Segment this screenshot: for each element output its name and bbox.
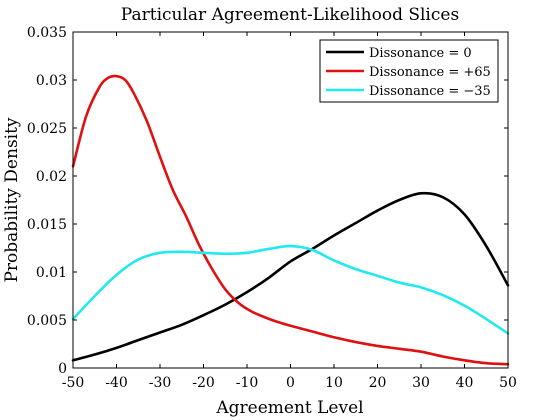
y-tick-label: 0.005 [27,313,67,329]
y-tick-label: 0.015 [27,217,67,233]
x-tick-label: 10 [325,375,343,391]
legend-label-3: Dissonance = −35 [369,84,491,99]
x-tick-label: -10 [236,375,259,391]
series-line-1 [71,191,510,362]
series-line-2 [71,74,510,366]
x-axis-label: Agreement Level [215,398,363,418]
y-tick-label: 0.035 [27,25,67,41]
x-tick-label: 40 [456,375,474,391]
x-tick-label: 50 [499,375,517,391]
legend-label-1: Dissonance = 0 [369,46,472,61]
x-tick-label: 20 [369,375,387,391]
series-line-3 [71,244,510,335]
legend-label-2: Dissonance = +65 [369,65,491,80]
ticks-layer: -50 -40 -30 -20 -10 0 10 20 30 40 50 0 0.005 0.01 0.01… [27,25,517,391]
x-tick-label: 0 [286,375,295,391]
series-layer [71,74,510,366]
y-tick-label: 0.025 [27,121,67,137]
y-tick-label: 0.03 [36,73,67,89]
y-tick-label: 0.01 [36,265,67,281]
y-axis-label: Probability Density [2,117,22,282]
legend: Dissonance = 0 Dissonance = +65 Dissonance… [319,39,499,103]
chart-title: Particular Agreement-Likelihood Slices [121,5,459,25]
x-tick-label: -50 [62,375,85,391]
y-tick-label: 0 [58,361,67,377]
y-tick-label: 0.02 [36,169,67,185]
x-tick-label: 30 [412,375,430,391]
x-tick-label: -40 [105,375,128,391]
x-tick-label: -20 [192,375,215,391]
x-tick-label: -30 [149,375,172,391]
